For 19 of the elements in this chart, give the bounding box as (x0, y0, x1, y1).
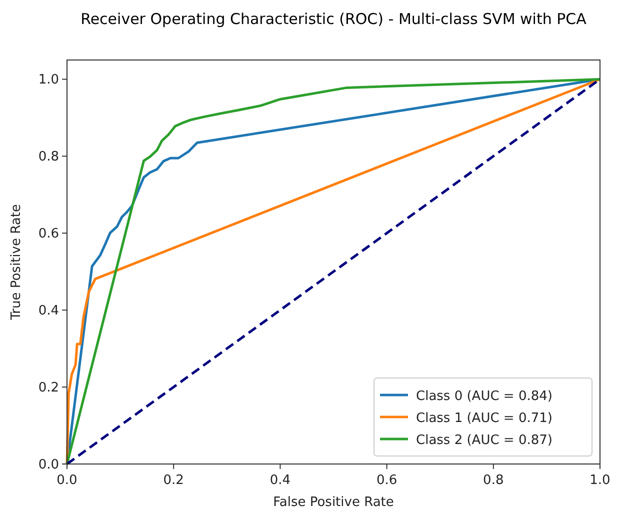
x-tick-label: 1.0 (590, 473, 610, 488)
y-tick-label: 0.4 (38, 304, 59, 319)
y-tick-label: 0.6 (38, 226, 59, 242)
line-series (66, 78, 602, 466)
chart-title: Receiver Operating Characteristic (ROC) - Multi-class SVM with PCA (80, 10, 588, 28)
legend-label: Class 1 (AUC = 0.71) (416, 411, 552, 426)
legend-label: Class 0 (AUC = 0.84) (416, 389, 552, 404)
x-tick-label: 0.4 (270, 473, 291, 488)
x-tick-label: 0.0 (56, 473, 78, 488)
x-axis-title: False Positive Rate (273, 495, 394, 510)
y-tick-label: 0.8 (38, 150, 59, 165)
x-tick-label: 0.6 (376, 473, 398, 488)
x-tick-label: 0.2 (163, 473, 184, 488)
legend-label: Class 2 (AUC = 0.87) (416, 433, 552, 448)
y-tick-label: 0.0 (38, 458, 59, 472)
x-tick-label: 0.8 (483, 473, 504, 488)
y-axis-title: True Positive Rate (9, 204, 24, 321)
y-tick-label: 1.0 (38, 72, 59, 88)
y-tick-label: 0.2 (38, 380, 59, 396)
